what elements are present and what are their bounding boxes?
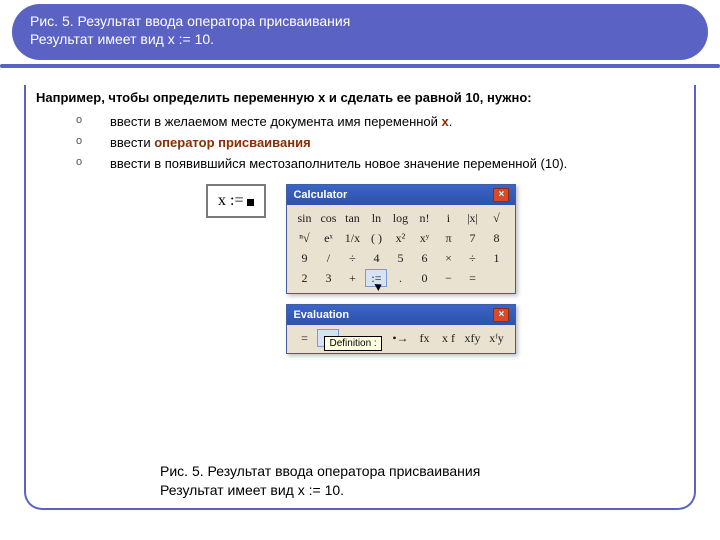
close-icon[interactable]: ×: [493, 308, 509, 322]
evaluation-window: Evaluation × =:=≡→•→fxx fxfyxᶠy: [286, 304, 516, 354]
header-line2: Результат имеет вид x := 10.: [30, 30, 690, 48]
evaluation-key[interactable]: xᶠy: [485, 329, 507, 347]
caption-line2: Результат имеет вид x := 10.: [160, 481, 480, 500]
calculator-key[interactable]: ( ): [365, 229, 387, 247]
calculator-key[interactable]: 2: [293, 269, 315, 287]
calculator-key[interactable]: log: [389, 209, 411, 227]
list-item: ввести в желаемом месте документа имя пе…: [76, 111, 684, 132]
calculator-window: Calculator × sincostanlnlogn!i|x|√ⁿ√eˣ1/…: [286, 184, 516, 294]
calculator-key[interactable]: 1/x: [341, 229, 363, 247]
calculator-key[interactable]: ×: [437, 249, 459, 267]
calculator-key[interactable]: tan: [341, 209, 363, 227]
calculator-key[interactable]: ÷: [461, 249, 483, 267]
header-underline: [0, 64, 720, 68]
calculator-key[interactable]: cos: [317, 209, 339, 227]
evaluation-key[interactable]: =: [293, 329, 315, 347]
calculator-key[interactable]: ln: [365, 209, 387, 227]
calculator-key[interactable]: x²: [389, 229, 411, 247]
close-icon[interactable]: ×: [493, 188, 509, 202]
calculator-key[interactable]: 9: [293, 249, 315, 267]
calculator-key[interactable]: +: [341, 269, 363, 287]
calculator-key[interactable]: 8: [485, 229, 507, 247]
calculator-key[interactable]: ⁿ√: [293, 229, 315, 247]
calculator-key[interactable]: √: [485, 209, 507, 227]
calculator-key[interactable]: .: [389, 269, 411, 287]
calculator-key[interactable]: ÷: [341, 249, 363, 267]
evaluation-grid: =:=≡→•→fxx fxfyxᶠy: [287, 325, 515, 353]
calculator-key[interactable]: eˣ: [317, 229, 339, 247]
bullet-list: ввести в желаемом месте документа имя пе…: [36, 111, 684, 174]
figure-row: x := Calculator × sincostanlnlogn!i|x|√ ⁿ…: [206, 184, 684, 364]
intro-text: Например, чтобы определить переменную x …: [36, 90, 684, 105]
calculator-key[interactable]: sin: [293, 209, 315, 227]
calculator-key[interactable]: 4: [365, 249, 387, 267]
evaluation-key[interactable]: xfy: [461, 329, 483, 347]
caption-line1: Рис. 5. Результат ввода оператора присва…: [160, 462, 480, 481]
calculator-key[interactable]: [485, 269, 507, 287]
calculator-key[interactable]: /: [317, 249, 339, 267]
content-area: Например, чтобы определить переменную x …: [36, 90, 684, 364]
calculator-key[interactable]: π: [437, 229, 459, 247]
calculator-key[interactable]: 3: [317, 269, 339, 287]
assignment-box: x :=: [206, 184, 266, 218]
list-item: ввести оператор присваивания: [76, 132, 684, 153]
header-banner: Рис. 5. Результат ввода оператора присва…: [12, 4, 708, 60]
tooltip: Definition :: [324, 336, 381, 351]
calculator-key[interactable]: 1: [485, 249, 507, 267]
caption: Рис. 5. Результат ввода оператора присва…: [160, 462, 480, 500]
calculator-key[interactable]: 5: [389, 249, 411, 267]
evaluation-key[interactable]: fx: [413, 329, 435, 347]
toolbars-column: Calculator × sincostanlnlogn!i|x|√ⁿ√eˣ1/…: [286, 184, 516, 364]
text-cursor: [247, 199, 254, 206]
calculator-title: Calculator: [293, 189, 347, 201]
calculator-key[interactable]: xʸ: [413, 229, 435, 247]
calculator-key[interactable]: |x|: [461, 209, 483, 227]
calculator-key[interactable]: i: [437, 209, 459, 227]
calculator-titlebar[interactable]: Calculator ×: [287, 185, 515, 205]
evaluation-titlebar[interactable]: Evaluation ×: [287, 305, 515, 325]
calculator-key[interactable]: n!: [413, 209, 435, 227]
evaluation-title: Evaluation: [293, 309, 349, 321]
header-line1: Рис. 5. Результат ввода оператора присва…: [30, 12, 690, 30]
list-item: ввести в появившийся местозаполнитель но…: [76, 153, 684, 174]
calculator-key[interactable]: 6: [413, 249, 435, 267]
evaluation-key[interactable]: x f: [437, 329, 459, 347]
calculator-key[interactable]: −: [437, 269, 459, 287]
calculator-key[interactable]: 7: [461, 229, 483, 247]
calculator-grid: sincostanlnlogn!i|x|√ ⁿ√eˣ1/x( )x²xʸπ78 9/…: [287, 205, 515, 293]
evaluation-key[interactable]: •→: [389, 329, 411, 347]
calculator-key[interactable]: =: [461, 269, 483, 287]
calculator-key[interactable]: 0: [413, 269, 435, 287]
calculator-key[interactable]: :=: [365, 269, 387, 287]
